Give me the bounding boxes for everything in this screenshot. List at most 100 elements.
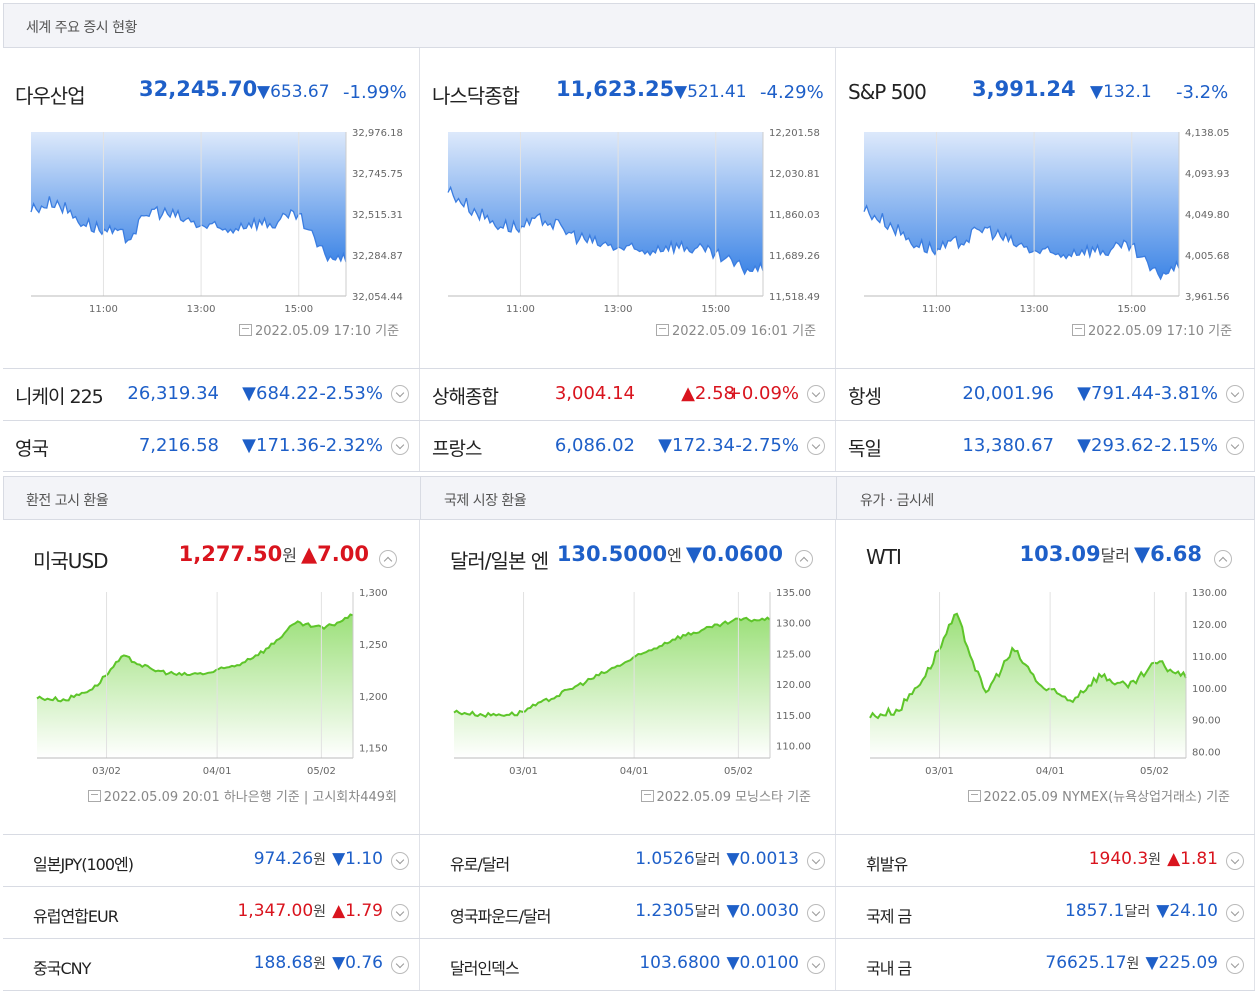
fx-row-change: ▼225.09 [1145,953,1218,973]
index-row-pct: -2.53% [319,383,383,404]
index-row-pct: -2.15% [1154,435,1218,456]
y-tick-label: 125.00 [776,649,811,660]
fx-row-unit: 원 [313,852,327,868]
index-change-pct: -1.99% [343,82,407,103]
y-tick-label: 4,005.68 [1185,251,1230,262]
timestamp: 2022.05.09 17:10 기준 [1072,320,1232,339]
fx-row-name: 국제 금 [866,907,912,926]
y-tick-label: 32,976.18 [352,128,403,139]
x-tick-label: 13:00 [604,304,633,315]
fx-row-price: 103.6800 [639,953,721,973]
index-cell[interactable]: 프랑스 6,086.02 ▼172.34 -2.75% [420,421,836,471]
index-chart: 11:00 13:00 15:00 32,976.18 32,745.75 32,515.… [30,128,403,315]
index-row-name: 영국 [15,438,49,460]
fx-row-unit: 원 [1148,852,1162,868]
chevron-down-icon[interactable] [807,385,825,403]
index-name[interactable]: S&P 500 [848,80,927,104]
index-cell[interactable]: 니케이 225 26,319.34 ▼684.22 -2.53% [3,369,420,420]
fx-cell[interactable]: 국제 금 1857.1달러 ▼24.10 [836,887,1255,938]
timestamp-text: 2022.05.09 모닝스타 기준 [656,790,811,805]
index-row-change: ▼171.36 [242,435,319,456]
fx-row-value: 1,347.00원 ▲1.79 [237,901,383,921]
chevron-up-icon[interactable] [795,550,813,568]
y-tick-label: 4,138.05 [1185,128,1230,139]
index-row-change: ▼791.44 [1077,383,1154,404]
chevron-down-icon[interactable] [391,385,409,403]
index-row-change: ▼172.34 [658,435,735,456]
chevron-down-icon[interactable] [391,437,409,455]
fx-row-unit: 원 [313,904,327,920]
chevron-down-icon[interactable] [1226,852,1244,870]
fx-row-price: 76625.17 [1045,953,1127,973]
chevron-up-icon[interactable] [1214,550,1232,568]
y-tick-label: 11,518.49 [769,292,820,303]
fx-name[interactable]: WTI [866,545,902,569]
chevron-down-icon[interactable] [1226,956,1244,974]
index-change: ▼132.1 [1090,82,1152,102]
chevron-down-icon[interactable] [807,437,825,455]
fx-cell[interactable]: 유로/달러 1.0526달러 ▼0.0013 [420,835,836,886]
y-tick-label: 120.00 [776,680,811,691]
fx-cell[interactable]: 국내 금 76625.17원 ▼225.09 [836,939,1255,990]
chevron-down-icon[interactable] [1226,385,1244,403]
x-tick-label: 03/01 [509,766,538,777]
chevron-down-icon[interactable] [807,904,825,922]
fx-row-unit: 달러 [694,852,721,868]
index-name[interactable]: 다우산업 [15,84,86,108]
calendar-icon [239,324,252,336]
chevron-up-icon[interactable] [379,550,397,568]
chevron-down-icon[interactable] [391,904,409,922]
timestamp-text: 2022.05.09 NYMEX(뉴욕상업거래소) 기준 [983,790,1230,805]
fx-cell[interactable]: 일본JPY(100엔) 974.26원 ▼1.10 [3,835,420,886]
y-tick-label: 32,515.31 [352,210,403,221]
calendar-icon [1072,324,1085,336]
chevron-down-icon[interactable] [807,852,825,870]
y-tick-label: 1,200 [359,692,388,703]
timestamp: 2022.05.09 17:10 기준 [239,320,399,339]
index-row-price: 26,319.34 [127,383,219,404]
fx-cell[interactable]: 휘발유 1940.3원 ▲1.81 [836,835,1255,886]
fx-name[interactable]: 미국USD [33,549,109,573]
index-cell[interactable]: 상해종합 3,004.14 ▲2.58 +0.09% [420,369,836,420]
fx-row-value: 1.0526달러 ▼0.0013 [635,849,799,869]
fx-price: 1,277.50 [178,542,283,566]
index-cell[interactable]: 영국 7,216.58 ▼171.36 -2.32% [3,421,420,471]
fx-row-name: 중국CNY [33,959,91,978]
fx-unit: 엔 [667,546,682,565]
fx-chart-area [870,613,1186,758]
y-tick-label: 130.00 [1192,588,1227,599]
index-chart-line [863,204,1180,281]
fx-unit: 달러 [1100,546,1131,565]
x-tick-label: 03/02 [92,766,121,777]
y-tick-label: 135.00 [776,588,811,599]
index-row-name: 프랑스 [432,438,482,460]
fx-cell[interactable]: 달러인덱스 103.6800 ▼0.0100 [420,939,836,990]
index-row-name: 독일 [848,438,882,460]
y-tick-label: 1,150 [359,744,388,755]
index-row-change: ▲2.58 [681,383,735,404]
fx-row-change: ▼0.0013 [726,849,799,869]
chevron-down-icon[interactable] [391,852,409,870]
fx-header: 환전 고시 환율 국제 시장 환율 유가 · 금시세 [3,476,1255,520]
index-price: 11,623.25 [556,77,675,101]
chevron-down-icon[interactable] [807,956,825,974]
fx-row-change: ▼0.76 [332,953,383,973]
index-name[interactable]: 나스닥종합 [432,84,520,108]
timestamp: 2022.05.09 모닝스타 기준 [640,786,811,805]
index-cell[interactable]: 독일 13,380.67 ▼293.62 -2.15% [836,421,1255,471]
index-change-pct: -3.2% [1176,82,1229,103]
x-tick-label: 15:00 [701,304,730,315]
chevron-down-icon[interactable] [1226,904,1244,922]
fx-cell[interactable]: 영국파운드/달러 1.2305달러 ▼0.0030 [420,887,836,938]
fx-row: 일본JPY(100엔) 974.26원 ▼1.10 유로/달러 1.0526달러 ▼0.0… [3,834,1255,886]
fx-row: 유럽연합EUR 1,347.00원 ▲1.79 영국파운드/달러 1.2305달러 ▼0.… [3,886,1255,938]
fx-cell[interactable]: 유럽연합EUR 1,347.00원 ▲1.79 [3,887,420,938]
chevron-down-icon[interactable] [391,956,409,974]
index-cell[interactable]: 항셍 20,001.96 ▼791.44 -3.81% [836,369,1255,420]
x-tick-label: 15:00 [1117,304,1146,315]
fx-cell[interactable]: 중국CNY 188.68원 ▼0.76 [3,939,420,990]
x-tick-label: 15:00 [284,304,313,315]
index-panel: S&P 500 3,991.24 ▼132.1 -3.2% 11:00 13:00 15:0… [836,48,1255,368]
chevron-down-icon[interactable] [1226,437,1244,455]
fx-name[interactable]: 달러/일본 엔 [450,549,549,573]
